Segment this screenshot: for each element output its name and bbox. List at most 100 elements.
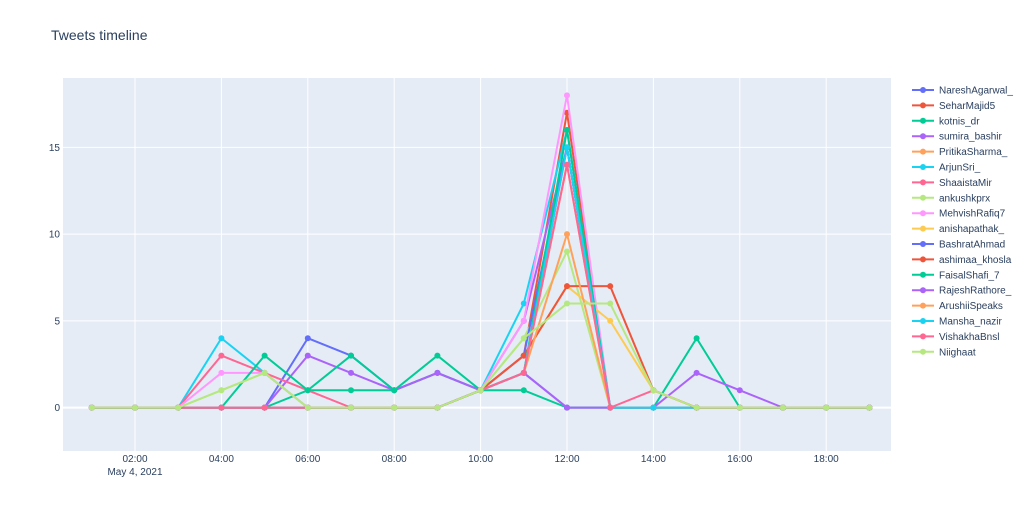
series-point — [607, 317, 614, 324]
series-point — [348, 369, 354, 376]
y-tick-label: 10 — [49, 230, 61, 241]
series-point — [564, 300, 570, 307]
chart-title: Tweets timeline — [51, 27, 148, 43]
legend-label: VishakhaBnsl — [939, 332, 999, 343]
series-point — [564, 161, 570, 168]
series-point — [261, 369, 268, 376]
legend-item[interactable]: RajeshRathore_ — [912, 286, 1012, 297]
series-point — [607, 300, 614, 307]
legend-marker — [920, 102, 926, 109]
series-point — [564, 127, 570, 134]
series-point — [434, 352, 441, 359]
series-point — [304, 387, 311, 394]
y-tick-label: 15 — [49, 143, 61, 154]
legend-marker — [920, 287, 926, 294]
series-point — [348, 404, 354, 411]
series-point — [693, 404, 700, 411]
x-tick-label: 10:00 — [468, 454, 493, 465]
legend-item[interactable]: BashratAhmad — [912, 240, 1005, 251]
series-point — [348, 387, 354, 394]
legend-item[interactable]: ArushiiSpeaks — [912, 301, 1003, 312]
x-tick-label: 06:00 — [295, 454, 320, 465]
legend-label: ArushiiSpeaks — [939, 301, 1003, 312]
legend-marker — [920, 133, 926, 140]
legend-item[interactable]: kotnis_dr — [912, 116, 980, 127]
series-point — [564, 231, 570, 238]
legend-marker — [920, 210, 926, 217]
legend-marker — [920, 302, 926, 309]
legend-marker — [920, 225, 926, 232]
x-tick-label: 16:00 — [727, 454, 752, 465]
legend-label: ArjunSri_ — [939, 163, 981, 174]
series-point — [520, 300, 527, 307]
legend-label: SeharMajid5 — [939, 101, 996, 112]
series-point — [477, 387, 484, 394]
legend-label: BashratAhmad — [939, 240, 1005, 251]
series-point — [218, 404, 225, 411]
legend-label: sumira_bashir — [939, 132, 1002, 143]
legend-label: MehvishRafiq7 — [939, 209, 1006, 220]
series-point — [564, 144, 570, 151]
series-point — [564, 283, 570, 290]
legend: NareshAgarwal_ SeharMajid5 kotnis_drsumira… — [912, 86, 1013, 358]
legend-item[interactable]: MehvishRafiq7 — [912, 209, 1006, 220]
series-point — [391, 404, 398, 411]
series-point — [218, 352, 225, 359]
legend-item[interactable]: ashimaa_khosla — [912, 255, 1012, 266]
series-point — [520, 335, 527, 342]
legend-item[interactable]: ArjunSri_ — [912, 163, 981, 174]
legend-marker — [920, 318, 926, 324]
series-point — [218, 335, 225, 342]
legend-item[interactable]: Niighaat — [912, 347, 976, 358]
series-point — [434, 404, 441, 411]
legend-label: Niighaat — [939, 347, 976, 358]
series-point — [564, 92, 570, 99]
legend-marker — [920, 333, 926, 340]
legend-label: PritikaSharma_ — [939, 147, 1008, 158]
series-point — [434, 369, 441, 376]
series-point — [304, 335, 311, 342]
legend-item[interactable]: NareshAgarwal_ — [912, 86, 1013, 97]
legend-item[interactable]: sumira_bashir — [912, 132, 1002, 143]
legend-item[interactable]: VishakhaBnsl — [912, 332, 999, 343]
legend-item[interactable]: PritikaSharma_ — [912, 147, 1008, 158]
axis-ticks: 02:00 04:00 06:00 08:00 10:00 12:00 14:00 16:00… — [49, 143, 839, 478]
series-point — [520, 352, 527, 359]
series-point — [391, 387, 398, 394]
x-tick-label: 18:00 — [814, 454, 839, 465]
legend-marker — [920, 164, 926, 170]
series-point — [520, 317, 527, 324]
legend-item[interactable]: FaisalShafi_7 — [912, 270, 1000, 281]
legend-item[interactable]: ankushkprx — [912, 193, 990, 204]
legend-label: kotnis_dr — [939, 116, 980, 127]
series-point — [780, 404, 786, 411]
legend-marker — [920, 271, 926, 278]
x-tick-label: 14:00 — [641, 454, 666, 465]
legend-label: FaisalShafi_7 — [939, 270, 1000, 281]
series-point — [348, 352, 354, 359]
series-point — [693, 335, 700, 342]
legend-item[interactable]: ShaaistaMir — [912, 178, 992, 189]
legend-label: RajeshRathore_ — [939, 286, 1012, 297]
legend-item[interactable]: anishapathak_ — [912, 224, 1004, 235]
x-tick-label: 02:00 — [122, 454, 147, 465]
y-tick-label: 0 — [54, 403, 60, 414]
legend-item[interactable]: Mansha_nazir — [912, 317, 1002, 328]
series-point — [650, 404, 657, 411]
series-point — [736, 387, 743, 394]
legend-item[interactable]: SeharMajid5 — [912, 101, 996, 112]
series-point — [261, 352, 268, 359]
series-point — [650, 387, 657, 394]
series-point — [564, 404, 570, 411]
series-Niighaat — [88, 300, 873, 411]
legend-label: ShaaistaMir — [939, 178, 992, 189]
series-point — [607, 283, 614, 290]
series-point — [261, 404, 268, 411]
series-point — [132, 404, 138, 411]
series-point — [564, 248, 570, 255]
legend-marker — [920, 348, 926, 355]
series-point — [304, 352, 311, 359]
legend-label: NareshAgarwal_ — [939, 86, 1013, 97]
series-point — [866, 404, 873, 411]
